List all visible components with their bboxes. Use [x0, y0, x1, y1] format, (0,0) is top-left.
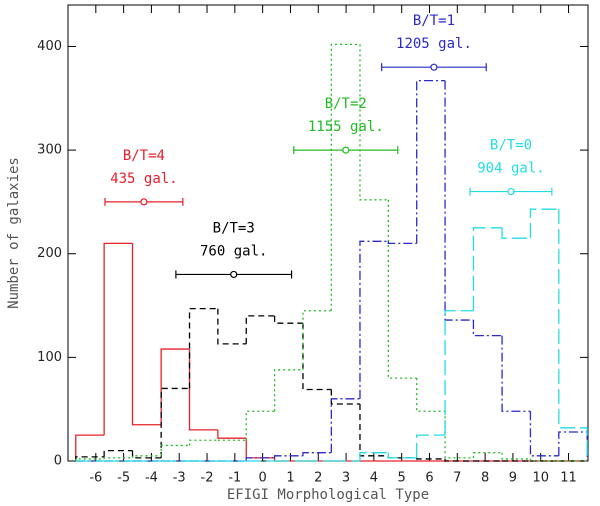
histogram-bin: [131, 450, 162, 459]
histogram-bin: [359, 44, 389, 201]
histogram-bin: [444, 458, 474, 462]
legend-label: B/T=4: [123, 148, 165, 164]
x-tick-label: 11: [560, 471, 577, 486]
x-tick-label: 2: [314, 471, 322, 486]
count-label: 1155 gal.: [308, 119, 384, 135]
histogram-bin: [558, 209, 588, 461]
count-label: 904 gal.: [477, 161, 544, 177]
y-tick-label: 200: [37, 246, 62, 261]
x-tick-label: -1: [228, 471, 241, 486]
histogram-bin: [188, 308, 218, 389]
histogram-bin: [472, 452, 503, 458]
mean-marker: [507, 187, 515, 196]
legend-label: B/T=3: [213, 220, 255, 236]
histogram-bin: [273, 455, 303, 458]
mean-marker: [342, 146, 350, 154]
histogram-bin: [302, 323, 332, 391]
histogram-bin: [103, 449, 133, 457]
histogram-bin: [245, 457, 275, 461]
y-axis-label: Number of galaxies: [6, 157, 22, 309]
histogram-bin: [245, 410, 275, 441]
x-tick-label: -4: [145, 471, 158, 486]
histogram-bin: [387, 452, 417, 459]
histogram-bin: [359, 452, 389, 461]
x-tick-label: 3: [342, 471, 350, 486]
histogram-bin: [302, 310, 332, 370]
legend-label: B/T=1: [413, 13, 455, 29]
histogram-bin: [529, 411, 559, 457]
y-tick-label: 300: [37, 143, 62, 158]
x-tick-label: 0: [259, 471, 267, 486]
histogram-bin: [444, 310, 474, 436]
histogram-bin: [359, 404, 389, 457]
count-label: 1205 gal.: [396, 36, 472, 52]
plot-frame: [67, 4, 589, 462]
mean-marker: [430, 63, 438, 71]
histogram-bin: [188, 439, 218, 446]
histogram-bin: [131, 455, 162, 458]
histogram-bin: [330, 398, 360, 453]
histogram-bin: [416, 457, 446, 460]
x-tick-label: 7: [453, 471, 461, 486]
histogram-bin: [131, 243, 162, 426]
histogram-bin: [501, 227, 531, 239]
x-tick-label: -2: [201, 471, 214, 486]
y-tick-label: 400: [37, 39, 62, 54]
histogram-bin: [245, 438, 275, 459]
histogram-bin: [472, 320, 503, 337]
histogram-bin: [416, 80, 446, 244]
x-tick-label: 1: [286, 471, 294, 486]
count-label: 760 gal.: [200, 243, 267, 259]
histogram-bin: [217, 308, 247, 345]
histogram-bin: [245, 315, 275, 344]
histogram-bin: [302, 452, 332, 456]
legend-label: B/T=2: [325, 96, 367, 112]
histogram-bin: [359, 240, 389, 399]
x-tick-label: 10: [532, 471, 549, 486]
x-tick-label: 5: [398, 471, 406, 486]
x-tick-label: -5: [117, 471, 130, 486]
histogram-bin: [330, 389, 360, 405]
histogram-bin: [103, 242, 133, 436]
histogram-bin: [387, 241, 417, 245]
histogram-bin: [160, 348, 190, 425]
histogram-bin: [387, 199, 417, 379]
histogram-bin: [416, 378, 446, 412]
mean-marker: [230, 270, 238, 279]
histogram-bin: [330, 43, 360, 311]
x-tick-label: 4: [370, 471, 378, 486]
histogram-bin: [444, 80, 474, 321]
x-tick-label: -6: [89, 471, 102, 486]
histogram-bin: [160, 444, 190, 456]
count-label: 435 gal.: [110, 171, 177, 187]
histogram-bin: [103, 457, 133, 459]
x-axis-label: EFIGI Morphological Type: [227, 487, 429, 503]
histogram-bin: [501, 452, 531, 460]
histogram-bin: [273, 369, 303, 412]
histogram-bin: [416, 434, 446, 458]
histogram-bin: [188, 349, 218, 431]
histogram-bin: [529, 458, 559, 462]
histogram-bin: [75, 458, 105, 461]
histogram-bin: [501, 335, 531, 412]
x-tick-label: 9: [509, 471, 517, 486]
x-tick-label: 6: [425, 471, 433, 486]
y-tick-label: 0: [54, 454, 62, 469]
mean-marker: [140, 198, 148, 206]
histogram-bin: [444, 411, 474, 459]
histogram-bin: [160, 387, 190, 458]
x-tick-label: 8: [481, 471, 489, 486]
histogram-bin: [75, 434, 105, 461]
histogram-bin: [273, 315, 303, 324]
histogram-bin: [558, 431, 588, 461]
legend-label: B/T=0: [490, 138, 532, 154]
x-tick-label: -3: [173, 471, 186, 486]
y-tick-label: 100: [37, 350, 62, 365]
histogram-bin: [529, 208, 559, 239]
histogram-bin: [217, 429, 247, 439]
histogram-bin: [472, 227, 503, 311]
